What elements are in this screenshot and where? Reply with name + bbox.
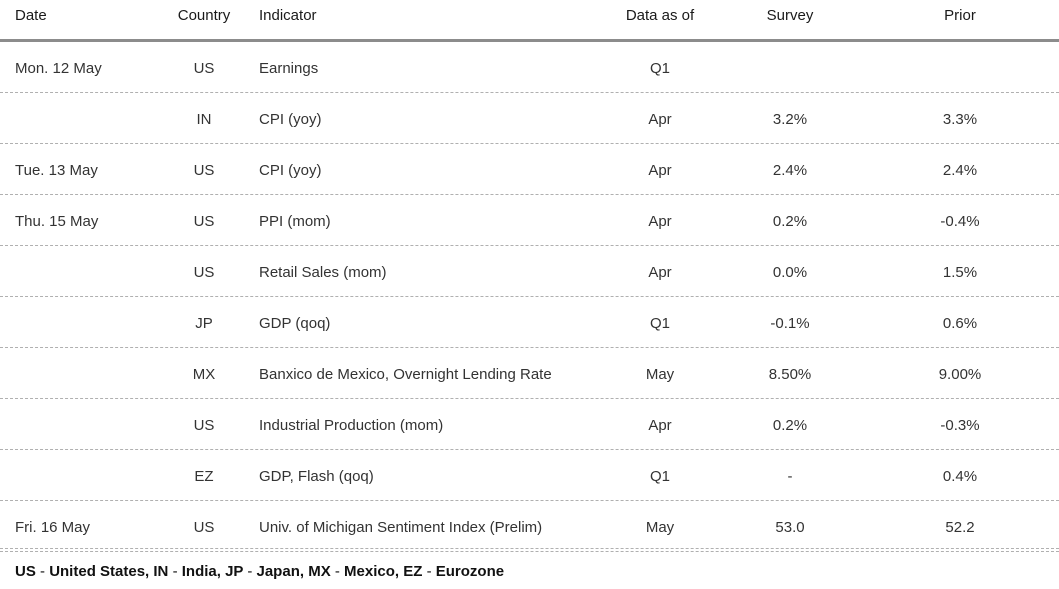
- cell-prior: 0.4%: [942, 468, 978, 485]
- legend-code-us: US: [15, 563, 36, 580]
- table-row: Tue. 13 May US CPI (yoy) Apr 2.4% 2.4%: [0, 144, 1059, 195]
- cell-prior: -0.4%: [940, 213, 980, 230]
- cell-date: Thu. 15 May: [15, 213, 99, 230]
- cell-country: JP: [195, 315, 213, 332]
- cell-indicator: GDP, Flash (qoq): [259, 468, 374, 485]
- legend-separator: -: [40, 563, 46, 580]
- legend-separator: -: [426, 563, 432, 580]
- legend-name-in: India,: [181, 563, 221, 580]
- cell-indicator: Industrial Production (mom): [259, 417, 444, 434]
- economic-calendar-table: Date Country Indicator Data as of Survey…: [0, 0, 1059, 552]
- legend-name-ez: Eurozone: [435, 563, 505, 580]
- cell-data-as-of: Apr: [648, 213, 672, 230]
- cell-prior: 1.5%: [942, 264, 978, 281]
- legend-separator: -: [247, 563, 253, 580]
- legend-code-in: IN: [153, 563, 169, 580]
- cell-survey: -: [787, 468, 793, 485]
- cell-indicator: CPI (yoy): [259, 111, 322, 128]
- cell-survey: 3.2%: [772, 111, 808, 128]
- table-row: MX Banxico de Mexico, Overnight Lending R…: [0, 348, 1059, 399]
- header-survey: Survey: [766, 7, 814, 24]
- header-indicator: Indicator: [259, 7, 317, 24]
- cell-survey: -0.1%: [770, 315, 810, 332]
- cell-date: Fri. 16 May: [15, 519, 91, 536]
- legend-code-jp: JP: [225, 563, 244, 580]
- legend-name-jp: Japan,: [256, 563, 305, 580]
- cell-data-as-of: Apr: [648, 111, 672, 128]
- cell-indicator: Retail Sales (mom): [259, 264, 387, 281]
- table-body: Mon. 12 May US Earnings Q1 IN CPI (yoy) Apr 3.2…: [0, 42, 1059, 552]
- cell-data-as-of: Apr: [648, 417, 672, 434]
- cell-data-as-of: Apr: [648, 264, 672, 281]
- cell-survey: 53.0: [775, 519, 805, 536]
- cell-survey: 0.0%: [772, 264, 808, 281]
- table-bottom-rule: [0, 548, 1059, 549]
- header-prior: Prior: [944, 7, 976, 24]
- cell-country: US: [193, 60, 215, 77]
- cell-country: US: [193, 519, 215, 536]
- header-data-as-of: Data as of: [625, 7, 695, 24]
- cell-country: EZ: [194, 468, 214, 485]
- table-row: Mon. 12 May US Earnings Q1: [0, 42, 1059, 93]
- cell-indicator: Univ. of Michigan Sentiment Index (Preli…: [259, 519, 543, 536]
- cell-prior: -0.3%: [940, 417, 980, 434]
- cell-data-as-of: Q1: [649, 468, 670, 485]
- cell-indicator: Earnings: [259, 60, 319, 77]
- cell-prior: 9.00%: [938, 366, 982, 383]
- cell-country: US: [193, 264, 215, 281]
- cell-indicator: Banxico de Mexico, Overnight Lending Rat…: [259, 366, 552, 383]
- cell-data-as-of: May: [645, 519, 675, 536]
- cell-indicator: CPI (yoy): [259, 162, 322, 179]
- cell-country: MX: [192, 366, 216, 383]
- legend-name-mx: Mexico,: [344, 563, 400, 580]
- cell-survey: 0.2%: [772, 417, 808, 434]
- cell-prior: 0.6%: [942, 315, 978, 332]
- table-header: Date Country Indicator Data as of Survey…: [0, 0, 1059, 42]
- cell-survey: 0.2%: [772, 213, 808, 230]
- cell-country: US: [193, 213, 215, 230]
- table-row: EZ GDP, Flash (qoq) Q1 - 0.4%: [0, 450, 1059, 501]
- cell-data-as-of: Q1: [649, 60, 670, 77]
- table-row: US Industrial Production (mom) Apr 0.2% -0.3…: [0, 399, 1059, 450]
- table-row: IN CPI (yoy) Apr 3.2% 3.3%: [0, 93, 1059, 144]
- table-row: JP GDP (qoq) Q1 -0.1% 0.6%: [0, 297, 1059, 348]
- legend-code-mx: MX: [308, 563, 331, 580]
- cell-date: Tue. 13 May: [15, 162, 98, 179]
- header-date: Date: [15, 7, 47, 24]
- cell-survey: 8.50%: [768, 366, 812, 383]
- table-row: Fri. 16 May US Univ. of Michigan Sentiment…: [0, 501, 1059, 552]
- country-code-legend: US - United States, IN - India, JP - Jap…: [15, 563, 504, 580]
- cell-prior: 2.4%: [942, 162, 978, 179]
- cell-data-as-of: Apr: [648, 162, 672, 179]
- cell-indicator: PPI (mom): [259, 213, 331, 230]
- table-row: US Retail Sales (mom) Apr 0.0% 1.5%: [0, 246, 1059, 297]
- legend-separator: -: [334, 563, 340, 580]
- table-row: Thu. 15 May US PPI (mom) Apr 0.2% -0.4%: [0, 195, 1059, 246]
- header-country: Country: [177, 7, 231, 24]
- legend-separator: -: [172, 563, 178, 580]
- cell-data-as-of: May: [645, 366, 675, 383]
- cell-prior: 3.3%: [942, 111, 978, 128]
- cell-date: Mon. 12 May: [15, 60, 102, 77]
- cell-data-as-of: Q1: [649, 315, 670, 332]
- legend-code-ez: EZ: [403, 563, 423, 580]
- cell-prior: 52.2: [945, 519, 975, 536]
- cell-country: US: [193, 162, 215, 179]
- cell-indicator: GDP (qoq): [259, 315, 331, 332]
- cell-country: US: [193, 417, 215, 434]
- cell-country: IN: [196, 111, 212, 128]
- cell-survey: 2.4%: [772, 162, 808, 179]
- legend-name-us: United States,: [49, 563, 150, 580]
